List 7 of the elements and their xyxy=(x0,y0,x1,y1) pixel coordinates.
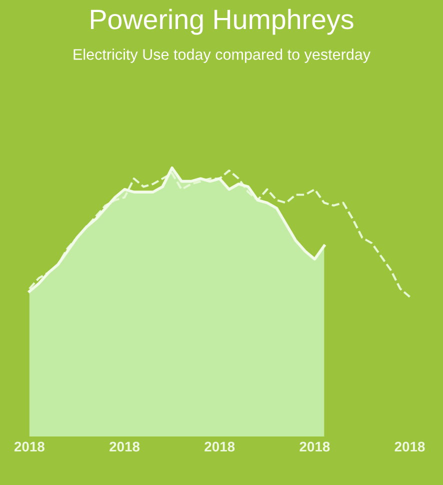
x-tick-label: 2018 xyxy=(204,442,235,452)
x-tick-label: 2018 xyxy=(300,442,330,452)
x-tick-label: 2018 xyxy=(110,442,140,452)
chart-title: Powering Humphreys xyxy=(91,8,354,35)
x-tick-label: 2018 xyxy=(394,442,425,452)
x-tick-label: 2018 xyxy=(14,442,44,452)
chart-subtitle: Electricity Use today compared to yesterday xyxy=(74,48,370,63)
